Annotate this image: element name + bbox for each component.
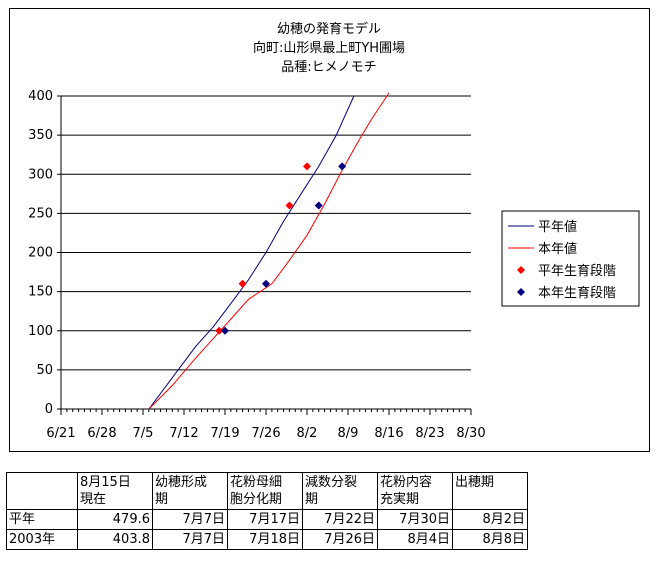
x-tick-label: 6/21 (46, 426, 75, 441)
table-header-cell: 出穂期 (452, 472, 528, 510)
legend-swatch-marker (517, 266, 525, 274)
y-tick-label: 250 (28, 206, 53, 221)
table-cell: 7月22日 (302, 509, 378, 530)
x-tick-label: 7/5 (133, 426, 154, 441)
series-marker (238, 279, 247, 288)
table-header-cell: 花粉母細 胞分化期 (227, 472, 303, 510)
series-line (148, 95, 355, 410)
series-marker (303, 162, 311, 171)
series-marker (314, 201, 323, 210)
y-tick-label: 100 (28, 324, 53, 339)
table-header-cell (6, 472, 78, 510)
x-tick-label: 6/28 (87, 426, 116, 441)
x-tick-label: 8/16 (374, 426, 403, 441)
series-marker (221, 326, 229, 335)
legend-swatch-marker (517, 288, 525, 296)
y-tick-label: 300 (28, 167, 53, 182)
table-cell: 7月18日 (227, 529, 303, 550)
table-cell: 平年 (6, 509, 78, 530)
y-tick-label: 400 (28, 89, 53, 104)
y-tick-label: 150 (28, 285, 53, 300)
series-marker (285, 201, 294, 210)
y-tick-label: 0 (45, 402, 53, 417)
series-marker (262, 279, 270, 288)
table-cell: 7月17日 (227, 509, 303, 530)
table-cell: 2003年 (6, 529, 78, 550)
legend-box (501, 210, 640, 307)
table-cell: 7月7日 (152, 509, 228, 530)
x-tick-label: 8/9 (338, 426, 359, 441)
table-header-cell: 8月15日 現在 (77, 472, 153, 510)
chart-title-line: 品種:ヒメノモチ (281, 59, 376, 75)
x-tick-label: 8/30 (456, 426, 485, 441)
x-tick-label: 7/26 (251, 426, 280, 441)
legend-entry-label: 平年生育段階 (538, 263, 616, 279)
chart-title-line: 向町:山形県最上町YH圃場 (253, 40, 405, 56)
series-line (148, 92, 390, 410)
table-header-cell: 減数分裂期 (302, 472, 378, 510)
legend-entry-label: 平年値 (538, 219, 577, 235)
table-body: 8月15日 現在 幼穂形成期花粉母細 胞分化期 減数分裂期花粉内容 充実期 出穂期 平年 479… (6, 472, 528, 550)
table-cell: 8月4日 (377, 529, 453, 550)
table-cell: 7月7日 (152, 529, 228, 550)
table-row: 2003年 403.8 7月7日 7月18日 7月26日 8月4日 8月8日 (6, 529, 528, 550)
table-cell: 8月8日 (452, 529, 528, 550)
table-cell: 7月30日 (377, 509, 453, 530)
legend-entry-label: 本年生育段階 (538, 285, 616, 301)
table-cell: 8月2日 (452, 509, 528, 530)
chart-area: 幼穂の発育モデル向町:山形県最上町YH圃場 品種:ヒメノモチ 0 50 100 150 20… (9, 8, 650, 452)
legend-entry-label: 本年値 (538, 241, 577, 257)
table-cell: 7月26日 (302, 529, 378, 550)
y-tick-label: 350 (28, 128, 53, 143)
table-row: 平年 479.6 7月7日 7月17日 7月22日 7月30日 8月2日 (6, 509, 528, 530)
y-tick-label: 50 (36, 363, 53, 378)
series-marker (215, 326, 224, 335)
x-tick-label: 8/23 (415, 426, 444, 441)
chart-title-line: 幼穂の発育モデル (277, 21, 381, 37)
table-header-row: 8月15日 現在 幼穂形成期花粉母細 胞分化期 減数分裂期花粉内容 充実期 出穂期 (6, 472, 528, 510)
x-tick-label: 7/19 (210, 426, 239, 441)
y-tick-label: 200 (28, 246, 53, 261)
table-header-cell: 花粉内容 充実期 (377, 472, 453, 510)
table-cell: 403.8 (77, 529, 153, 550)
growth-stage-table: 8月15日 現在 幼穂形成期花粉母細 胞分化期 減数分裂期花粉内容 充実期 出穂期 平年 479… (6, 472, 528, 550)
series-marker (338, 162, 347, 171)
x-tick-label: 7/12 (169, 426, 198, 441)
table-cell: 479.6 (77, 509, 153, 530)
table-header-cell: 幼穂形成期 (152, 472, 228, 510)
x-tick-label: 8/2 (297, 426, 318, 441)
